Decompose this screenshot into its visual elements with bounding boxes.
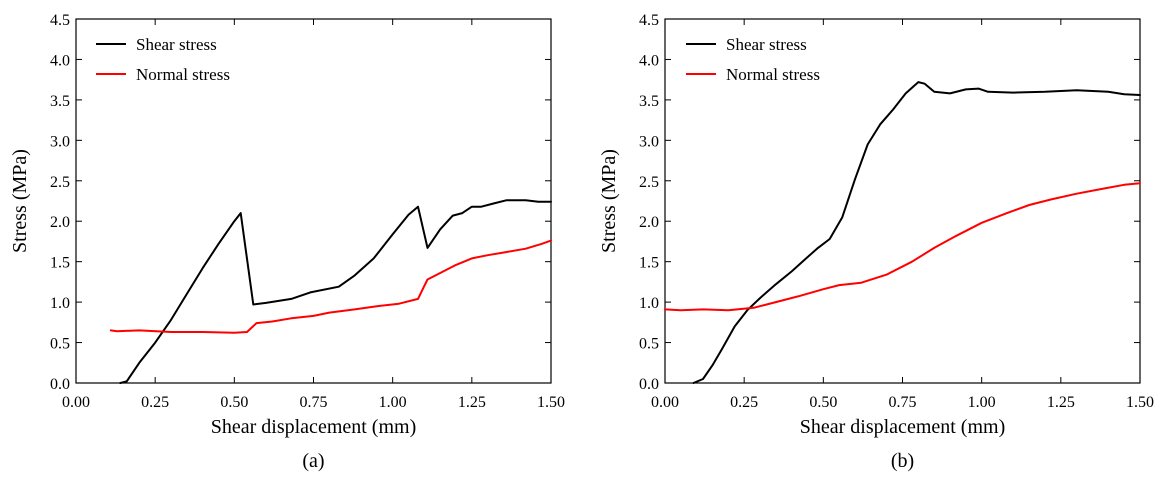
y-tick-label: 0.5: [639, 336, 659, 353]
y-tick-label: 4.5: [50, 12, 70, 29]
x-tick-label: 1.25: [1047, 394, 1075, 411]
x-tick-label: 1.50: [1126, 394, 1154, 411]
x-tick-label: 1.50: [537, 394, 565, 411]
x-tick-label: 0.00: [62, 394, 90, 411]
y-tick-label: 0.0: [50, 376, 70, 393]
x-tick-label: 0.25: [141, 394, 169, 411]
y-tick-label: 0.5: [50, 336, 70, 353]
x-tick-label: 1.00: [379, 394, 407, 411]
legend-label: Shear stress: [136, 35, 217, 54]
x-tick-label: 0.50: [220, 394, 248, 411]
panel-a: 0.00 0.25 0.50 0.75 1.00 1.25 1.50 0.0 0.5 1.0 1.5…: [9, 12, 565, 472]
y-tick-label: 4.0: [639, 52, 659, 69]
x-tick-label: 0.50: [809, 394, 837, 411]
panel-label: (b): [891, 450, 914, 472]
y-tick-label: 1.0: [50, 295, 70, 312]
legend-label: Normal stress: [136, 65, 230, 84]
series-line-normal-stress: [664, 182, 1141, 312]
y-tick-label: 1.5: [639, 255, 659, 272]
panel-label: (a): [302, 450, 324, 472]
y-tick-label: 2.0: [50, 214, 70, 231]
series-line-shear-stress: [692, 81, 1141, 384]
y-axis-title: Stress (MPa): [9, 149, 31, 253]
y-tick-label: 3.0: [639, 133, 659, 150]
y-tick-label: 3.5: [639, 93, 659, 110]
x-tick-label: 0.25: [730, 394, 758, 411]
y-tick-label: 0.0: [639, 376, 659, 393]
y-tick-label: 1.5: [50, 255, 70, 272]
y-tick-label: 1.0: [639, 295, 659, 312]
y-tick-label: 4.0: [50, 52, 70, 69]
legend-label: Normal stress: [726, 65, 820, 84]
y-tick-label: 2.5: [639, 174, 659, 191]
y-tick-label: 3.0: [50, 133, 70, 150]
y-tick-label: 4.5: [639, 12, 659, 29]
series-line-shear-stress: [119, 199, 552, 384]
x-axis-title: Shear displacement (mm): [211, 416, 417, 438]
y-tick-label: 2.5: [50, 174, 70, 191]
legend-label: Shear stress: [726, 35, 807, 54]
x-axis-title: Shear displacement (mm): [800, 416, 1006, 438]
y-tick-label: 2.0: [639, 214, 659, 231]
x-tick-label: 0.00: [651, 394, 679, 411]
y-axis-title: Stress (MPa): [598, 149, 620, 253]
x-tick-label: 0.75: [889, 394, 917, 411]
y-tick-label: 3.5: [50, 93, 70, 110]
series-line-normal-stress: [109, 239, 552, 334]
panel-b: 0.00 0.25 0.50 0.75 1.00 1.25 1.50 0.0 0.5 1.0 1.5…: [598, 12, 1154, 472]
x-tick-label: 1.00: [968, 394, 996, 411]
x-tick-label: 0.75: [300, 394, 328, 411]
x-tick-label: 1.25: [458, 394, 486, 411]
